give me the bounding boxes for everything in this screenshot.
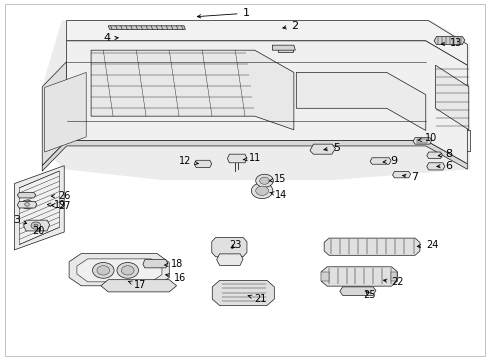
- Circle shape: [34, 224, 38, 227]
- Text: 17: 17: [128, 280, 146, 291]
- Polygon shape: [340, 287, 376, 296]
- Polygon shape: [24, 220, 49, 231]
- Text: 2: 2: [283, 21, 298, 31]
- Text: 25: 25: [363, 290, 376, 300]
- Circle shape: [21, 200, 33, 209]
- Text: 11: 11: [244, 153, 261, 163]
- Polygon shape: [272, 45, 295, 50]
- Text: 20: 20: [32, 226, 45, 236]
- Polygon shape: [19, 171, 59, 244]
- Text: 15: 15: [269, 174, 287, 184]
- Polygon shape: [42, 21, 470, 180]
- Polygon shape: [67, 41, 467, 164]
- Text: 27: 27: [51, 201, 71, 211]
- Polygon shape: [427, 163, 445, 170]
- Circle shape: [24, 203, 29, 206]
- Text: 14: 14: [270, 190, 288, 200]
- Polygon shape: [417, 139, 427, 143]
- Text: 18: 18: [165, 259, 183, 269]
- Polygon shape: [91, 50, 294, 130]
- Circle shape: [260, 177, 270, 184]
- Polygon shape: [17, 193, 36, 198]
- Text: 23: 23: [229, 239, 242, 249]
- Polygon shape: [227, 154, 247, 163]
- Polygon shape: [17, 202, 37, 208]
- Text: 3: 3: [13, 215, 26, 225]
- Polygon shape: [101, 280, 176, 292]
- Polygon shape: [310, 144, 335, 154]
- Polygon shape: [321, 267, 397, 286]
- Polygon shape: [296, 72, 426, 131]
- Polygon shape: [42, 140, 467, 171]
- Polygon shape: [212, 280, 274, 306]
- Text: 5: 5: [324, 143, 340, 153]
- Polygon shape: [212, 237, 247, 257]
- Polygon shape: [77, 259, 162, 282]
- Text: 26: 26: [51, 191, 71, 201]
- Text: 19: 19: [48, 200, 66, 210]
- Polygon shape: [217, 254, 243, 265]
- Text: 10: 10: [418, 134, 437, 143]
- Circle shape: [117, 262, 139, 278]
- Polygon shape: [321, 272, 329, 281]
- Circle shape: [256, 186, 269, 195]
- Text: 22: 22: [384, 277, 404, 287]
- Polygon shape: [278, 45, 293, 51]
- Text: 24: 24: [417, 240, 438, 250]
- Polygon shape: [42, 62, 67, 166]
- Polygon shape: [69, 253, 169, 286]
- Circle shape: [251, 183, 273, 199]
- Text: 1: 1: [197, 8, 249, 18]
- Polygon shape: [324, 238, 420, 255]
- Polygon shape: [413, 138, 432, 144]
- Text: 6: 6: [437, 161, 452, 171]
- Circle shape: [256, 174, 273, 187]
- Text: 16: 16: [166, 273, 186, 283]
- Circle shape: [97, 266, 110, 275]
- Text: 8: 8: [438, 149, 452, 159]
- Text: 21: 21: [248, 294, 266, 304]
- Polygon shape: [108, 26, 185, 30]
- Text: 13: 13: [441, 38, 463, 48]
- Circle shape: [122, 266, 134, 275]
- Polygon shape: [391, 272, 397, 281]
- Polygon shape: [436, 65, 469, 130]
- Text: 12: 12: [179, 156, 198, 166]
- Circle shape: [31, 222, 41, 229]
- Polygon shape: [427, 152, 442, 158]
- Text: 4: 4: [103, 33, 118, 43]
- Polygon shape: [194, 160, 212, 167]
- Text: 7: 7: [403, 172, 418, 182]
- Polygon shape: [370, 158, 391, 164]
- Circle shape: [93, 262, 114, 278]
- Polygon shape: [434, 37, 465, 44]
- Polygon shape: [14, 166, 64, 250]
- Polygon shape: [67, 21, 467, 65]
- Polygon shape: [392, 171, 411, 178]
- Polygon shape: [45, 72, 86, 152]
- Text: 9: 9: [383, 156, 398, 166]
- Polygon shape: [143, 260, 168, 268]
